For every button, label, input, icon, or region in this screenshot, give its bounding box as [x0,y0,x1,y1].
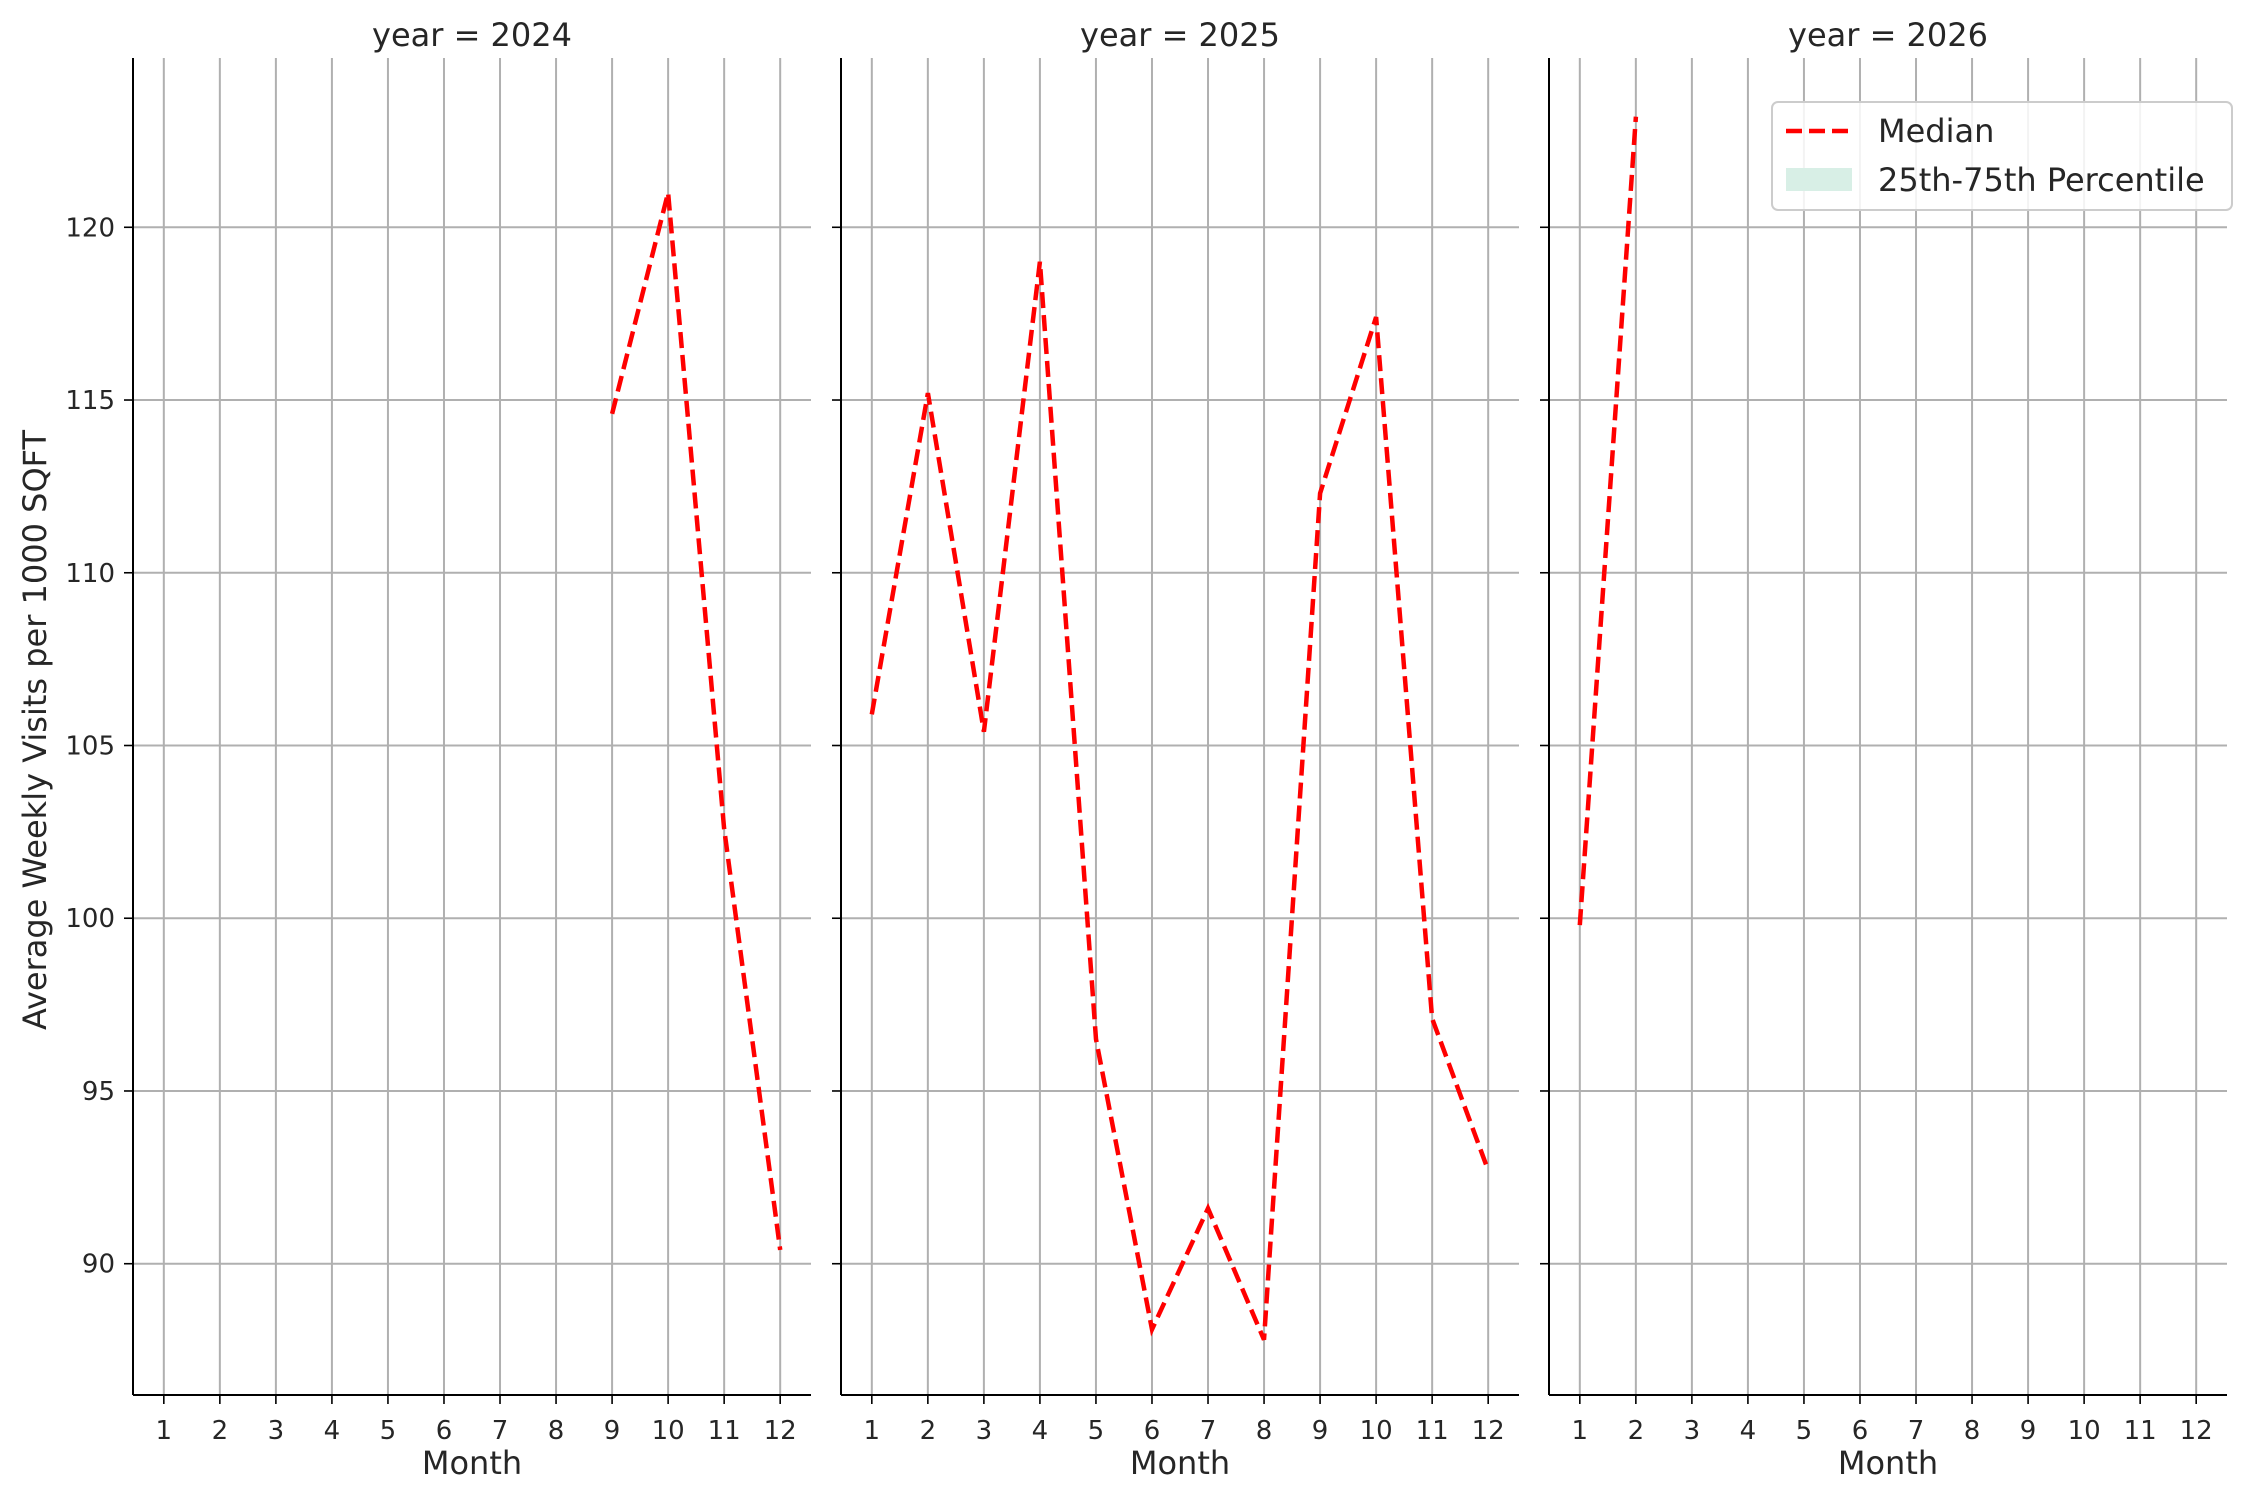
x-tick-label: 11 [2124,1416,2157,1446]
legend-percentile-swatch [1786,168,1852,191]
y-tick-label: 90 [82,1250,115,1280]
panel-title: year = 2025 [1080,16,1280,54]
y-tick-label: 105 [65,732,115,762]
x-tick-label: 9 [604,1416,621,1446]
x-tick-label: 12 [1472,1416,1505,1446]
legend-median-label: Median [1878,112,1994,150]
x-tick-label: 9 [1312,1416,1329,1446]
legend: Median 25th-75th Percentile [1771,101,2233,211]
y-axis-label: Average Weekly Visits per 1000 SQFT [16,429,54,1030]
x-tick-label: 3 [268,1416,285,1446]
x-tick-label: 11 [1416,1416,1449,1446]
x-tick-label: 6 [1144,1416,1161,1446]
x-tick-label: 10 [652,1416,685,1446]
x-tick-label: 2 [1628,1416,1645,1446]
x-tick-label: 3 [976,1416,993,1446]
legend-frame [1771,101,2233,211]
x-tick-label: 11 [708,1416,741,1446]
x-tick-label: 5 [380,1416,397,1446]
x-tick-label: 6 [1852,1416,1869,1446]
panel-title: year = 2026 [1788,16,1988,54]
y-tick-label: 115 [65,386,115,416]
x-tick-label: 9 [2020,1416,2037,1446]
x-axis-label: Month [1130,1444,1230,1482]
x-axis-label: Month [1838,1444,1938,1482]
y-tick-label: 100 [65,904,115,934]
x-tick-label: 7 [492,1416,509,1446]
x-tick-label: 7 [1908,1416,1925,1446]
x-tick-label: 1 [864,1416,881,1446]
y-tick-label: 95 [82,1077,115,1107]
x-tick-label: 6 [436,1416,453,1446]
x-tick-label: 1 [1572,1416,1589,1446]
x-tick-label: 4 [1740,1416,1757,1446]
x-axis-label: Month [422,1444,522,1482]
x-tick-label: 4 [1032,1416,1049,1446]
x-tick-label: 1 [156,1416,173,1446]
x-tick-label: 12 [764,1416,797,1446]
panel-title: year = 2024 [372,16,572,54]
x-tick-label: 5 [1796,1416,1813,1446]
x-tick-label: 10 [1360,1416,1393,1446]
y-tick-label: 110 [65,559,115,589]
x-tick-label: 8 [1256,1416,1273,1446]
x-tick-label: 8 [1964,1416,1981,1446]
y-tick-label: 120 [65,213,115,243]
x-tick-label: 3 [1684,1416,1701,1446]
x-tick-label: 2 [212,1416,229,1446]
x-tick-label: 5 [1088,1416,1105,1446]
x-tick-label: 7 [1200,1416,1217,1446]
median-series-line [869,261,1491,1341]
x-tick-label: 10 [2068,1416,2101,1446]
x-tick-label: 12 [2180,1416,2213,1446]
median-series-line [1577,116,1639,926]
x-tick-label: 2 [920,1416,937,1446]
legend-percentile-label: 25th-75th Percentile [1878,161,2205,199]
x-tick-label: 4 [324,1416,341,1446]
x-tick-label: 8 [548,1416,565,1446]
